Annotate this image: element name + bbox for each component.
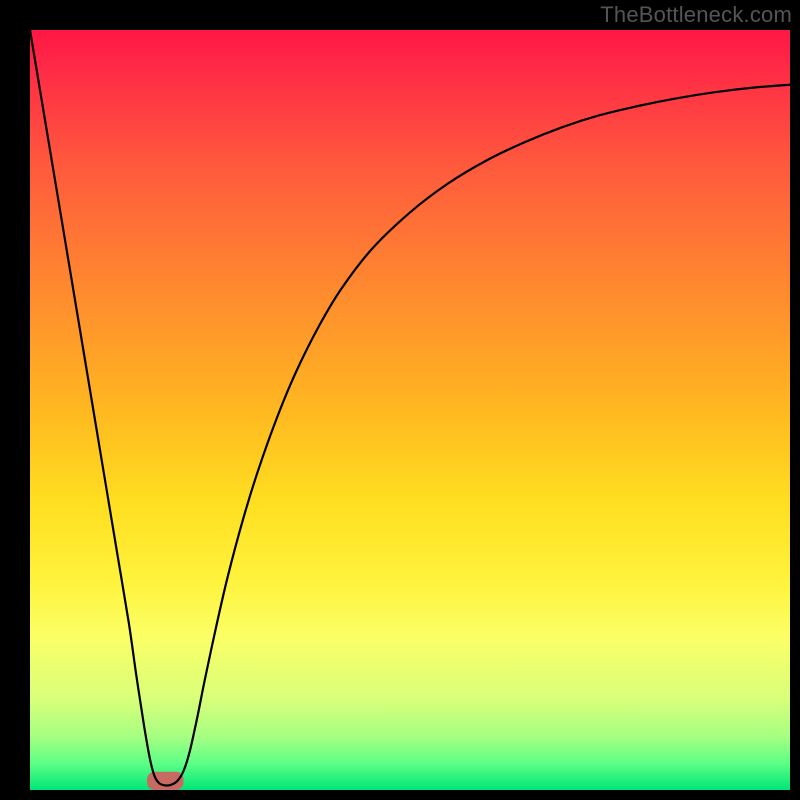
chart-area xyxy=(30,30,790,790)
chart-svg xyxy=(30,30,790,790)
outer-frame: TheBottleneck.com xyxy=(0,0,800,800)
watermark-text: TheBottleneck.com xyxy=(600,2,792,28)
gradient-background xyxy=(30,30,790,790)
